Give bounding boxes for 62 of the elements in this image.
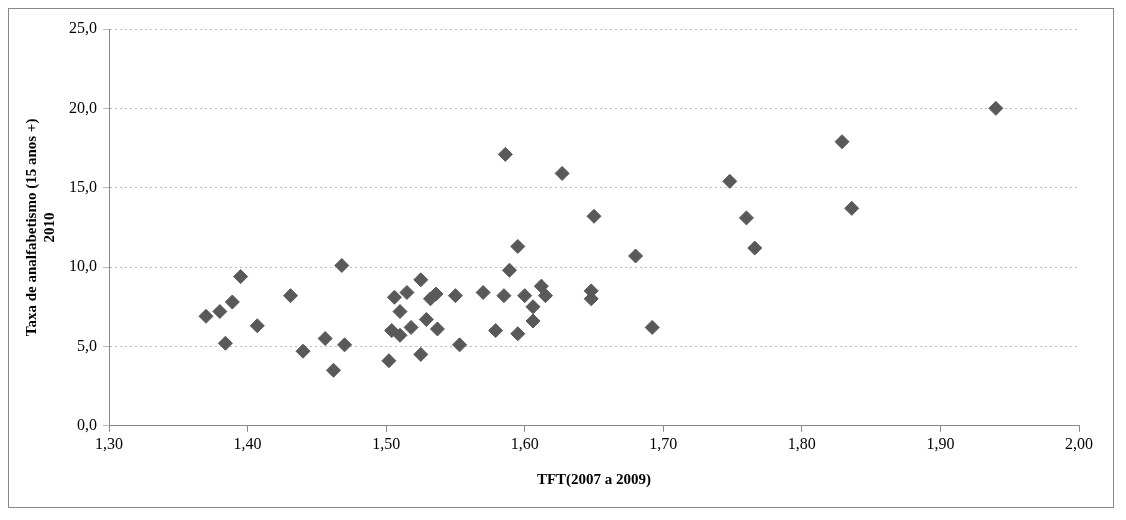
- point: [399, 284, 415, 300]
- point: [392, 327, 408, 343]
- point: [283, 288, 299, 304]
- point: [525, 299, 541, 315]
- point: [525, 313, 541, 329]
- y-tick-label: 20,0: [69, 98, 97, 116]
- point: [413, 346, 429, 362]
- point: [475, 284, 491, 300]
- point: [337, 337, 353, 353]
- y-axis-title: Taxa de analfabetismo (15 anos +) 2010: [22, 118, 57, 337]
- point: [418, 311, 434, 327]
- point: [317, 331, 333, 346]
- x-tick-label: 1,80: [787, 434, 816, 452]
- point: [452, 337, 468, 353]
- y-tick-label: 10,0: [69, 257, 97, 275]
- point: [510, 238, 526, 254]
- point: [538, 288, 553, 304]
- point: [334, 257, 350, 273]
- point: [381, 353, 397, 369]
- point: [722, 173, 738, 189]
- point: [510, 326, 526, 342]
- point: [834, 134, 850, 150]
- x-tick-label: 1,50: [372, 434, 401, 452]
- x-tick-label: 1,60: [510, 434, 539, 452]
- point: [295, 343, 311, 359]
- x-tick-label: 1,90: [926, 434, 955, 452]
- point: [554, 165, 570, 181]
- point: [488, 323, 504, 339]
- point: [403, 319, 419, 335]
- point: [413, 272, 429, 288]
- point: [738, 210, 754, 226]
- point: [533, 278, 549, 294]
- point: [447, 288, 463, 304]
- point: [249, 318, 265, 334]
- point: [988, 100, 1004, 116]
- point: [586, 208, 602, 224]
- point: [212, 304, 228, 320]
- point: [198, 308, 214, 324]
- x-tick-label: 1,40: [233, 434, 262, 452]
- point: [224, 294, 240, 310]
- point: [644, 319, 660, 335]
- point: [517, 288, 533, 304]
- point: [429, 321, 445, 337]
- x-tick-label: 1,30: [95, 434, 123, 452]
- point: [496, 288, 512, 304]
- y-tick-label: 5,0: [77, 336, 97, 354]
- x-axis-title: TFT(2007 a 2009): [536, 470, 652, 488]
- point: [386, 289, 402, 305]
- point: [844, 200, 860, 216]
- point: [747, 240, 763, 256]
- x-tick-label: 2,00: [1065, 434, 1093, 452]
- point: [497, 146, 513, 162]
- point: [325, 362, 341, 378]
- point: [217, 335, 233, 351]
- y-tick-label: 25,0: [69, 19, 97, 37]
- point: [392, 304, 408, 320]
- point: [628, 248, 644, 264]
- x-tick-label: 1,70: [649, 434, 678, 452]
- y-tick-label: 0,0: [77, 416, 97, 433]
- y-tick-label: 15,0: [69, 177, 97, 195]
- point: [233, 269, 249, 285]
- point: [501, 262, 517, 278]
